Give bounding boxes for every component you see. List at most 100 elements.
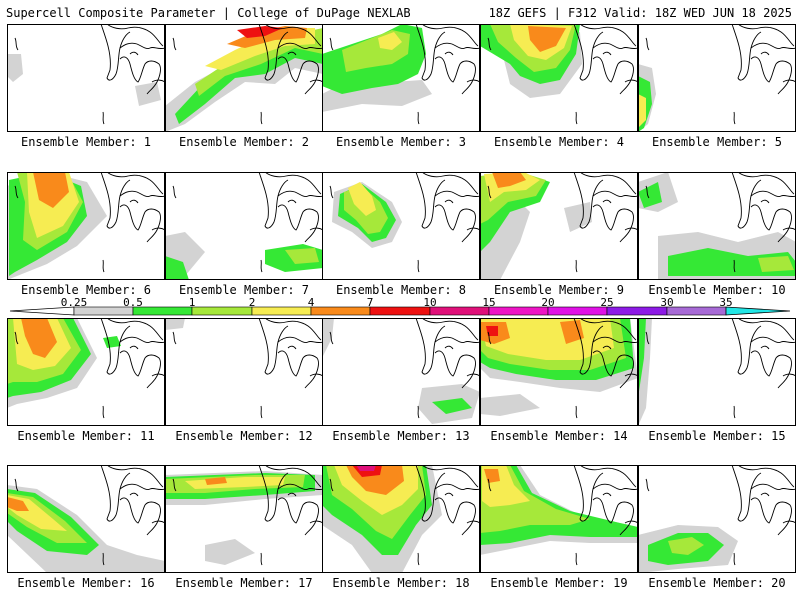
color-legend: 0.25 0.5 1 2 4 7 10 15 20 25 30 35 xyxy=(0,296,800,318)
ensemble-member-panel: Ensemble Member: 8 xyxy=(322,172,480,297)
member-caption: Ensemble Member: 11 xyxy=(17,429,155,443)
member-caption: Ensemble Member: 10 xyxy=(648,283,786,297)
scp-contour-fill xyxy=(638,94,646,128)
colorbar-tick-label: 2 xyxy=(249,296,256,309)
colorbar-tick-label: 10 xyxy=(423,296,436,309)
scp-contour-fill xyxy=(205,539,255,565)
panel-frame xyxy=(322,465,480,573)
ensemble-member-panel: Ensemble Member: 11 xyxy=(7,318,165,443)
scp-map xyxy=(7,24,165,132)
colorbar-tick-label: 0.25 xyxy=(61,296,88,309)
scp-map xyxy=(165,172,323,280)
scp-map xyxy=(480,465,638,573)
panel-frame xyxy=(480,172,638,280)
panel-frame xyxy=(638,172,796,280)
colorbar-segment xyxy=(251,306,312,316)
scp-contour-fill xyxy=(560,320,584,344)
colorbar-segment xyxy=(666,306,727,316)
great-lakes-coastline xyxy=(14,318,165,419)
ensemble-member-panel: Ensemble Member: 4 xyxy=(480,24,638,149)
scp-map xyxy=(480,318,638,426)
panel-frame xyxy=(7,24,165,132)
panel-frame xyxy=(638,24,796,132)
colorbar-tick-label: 1 xyxy=(189,296,196,309)
great-lakes-coastline xyxy=(172,172,323,273)
panel-frame xyxy=(322,24,480,132)
colorbar-segment xyxy=(488,306,549,316)
scp-contour-fill xyxy=(21,318,57,358)
member-caption: Ensemble Member: 16 xyxy=(17,576,155,590)
scp-map xyxy=(322,318,480,426)
colorbar-tick-label: 25 xyxy=(600,296,613,309)
panel-frame xyxy=(638,318,796,426)
panel-frame xyxy=(322,318,480,426)
great-lakes-coastline xyxy=(172,24,323,125)
colorbar-segment xyxy=(429,306,490,316)
member-caption: Ensemble Member: 7 xyxy=(178,283,310,297)
scp-contour-fill xyxy=(165,256,189,280)
scp-contour-fill xyxy=(758,256,794,272)
great-lakes-coastline xyxy=(645,172,796,273)
ensemble-member-panel: Ensemble Member: 9 xyxy=(480,172,638,297)
scp-map xyxy=(638,24,796,132)
scp-contour-fill xyxy=(175,32,323,124)
member-caption: Ensemble Member: 6 xyxy=(20,283,152,297)
scp-contour-fill xyxy=(7,54,23,82)
colorbar-segment xyxy=(369,306,431,316)
colorbar-segment xyxy=(73,306,134,316)
great-lakes-coastline xyxy=(645,465,796,566)
scp-map xyxy=(480,172,638,280)
member-caption: Ensemble Member: 12 xyxy=(175,429,313,443)
panel-frame xyxy=(7,318,165,426)
great-lakes-coastline xyxy=(329,172,480,273)
scp-contour-fill xyxy=(237,26,283,38)
ensemble-member-panel: Ensemble Member: 16 xyxy=(7,465,165,590)
scp-contour-fill xyxy=(348,182,376,216)
great-lakes-coastline xyxy=(645,318,796,419)
scp-map xyxy=(322,465,480,573)
scp-map xyxy=(638,318,796,426)
scp-map xyxy=(638,465,796,573)
scp-map xyxy=(638,172,796,280)
scp-contour-fill xyxy=(638,182,662,208)
scp-map xyxy=(322,24,480,132)
ensemble-member-panel: Ensemble Member: 1 xyxy=(7,24,165,149)
colorbar-tick-label: 20 xyxy=(541,296,554,309)
ensemble-member-panel: Ensemble Member: 10 xyxy=(638,172,796,297)
great-lakes-coastline xyxy=(487,318,638,419)
member-caption: Ensemble Member: 4 xyxy=(493,135,625,149)
scp-map xyxy=(165,465,323,573)
member-caption: Ensemble Member: 8 xyxy=(335,283,467,297)
panel-frame xyxy=(7,172,165,280)
scp-contour-fill xyxy=(356,465,376,471)
scp-map xyxy=(165,318,323,426)
member-caption: Ensemble Member: 15 xyxy=(648,429,786,443)
scp-contour-fill xyxy=(564,202,592,232)
great-lakes-coastline xyxy=(487,24,638,125)
scp-contour-fill xyxy=(528,26,566,52)
member-caption: Ensemble Member: 20 xyxy=(648,576,786,590)
colorbar-tick-label: 0.5 xyxy=(123,296,143,309)
ensemble-member-panel: Ensemble Member: 2 xyxy=(165,24,323,149)
colorbar-tick-label: 30 xyxy=(660,296,673,309)
member-caption: Ensemble Member: 5 xyxy=(651,135,783,149)
colorbar-tick-label: 7 xyxy=(367,296,374,309)
ensemble-member-panel: Ensemble Member: 14 xyxy=(480,318,638,443)
ensemble-member-panel: Ensemble Member: 7 xyxy=(165,172,323,297)
scp-contour-fill xyxy=(668,537,704,555)
valid-time: 18Z GEFS | F312 Valid: 18Z WED JUN 18 20… xyxy=(488,6,792,20)
ensemble-member-panel: Ensemble Member: 20 xyxy=(638,465,796,590)
panel-frame xyxy=(480,465,638,573)
scp-map xyxy=(165,24,323,132)
member-caption: Ensemble Member: 14 xyxy=(490,429,628,443)
ensemble-member-panel: Ensemble Member: 3 xyxy=(322,24,480,149)
member-caption: Ensemble Member: 17 xyxy=(175,576,313,590)
scp-contour-fill xyxy=(135,82,161,106)
panel-frame xyxy=(322,172,480,280)
great-lakes-coastline xyxy=(329,318,480,419)
scp-contour-fill xyxy=(205,477,227,485)
member-caption: Ensemble Member: 1 xyxy=(20,135,152,149)
scp-contour-fill xyxy=(378,32,402,50)
ensemble-member-panel: Ensemble Member: 5 xyxy=(638,24,796,149)
